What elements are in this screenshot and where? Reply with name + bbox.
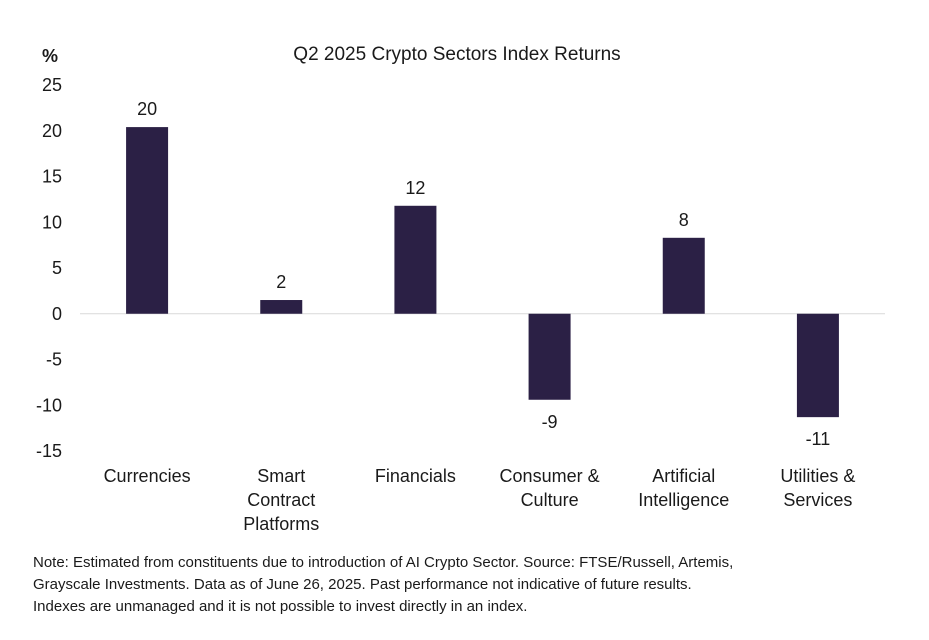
x-tick-label: Contract xyxy=(247,490,315,510)
y-tick-label: -10 xyxy=(36,395,62,415)
bar xyxy=(394,205,437,314)
data-label: 12 xyxy=(405,178,425,198)
y-tick-label: 0 xyxy=(52,304,62,324)
data-label: 2 xyxy=(276,272,286,292)
bar xyxy=(260,300,303,314)
bar xyxy=(662,237,705,314)
y-tick-label: -15 xyxy=(36,441,62,461)
data-label: -11 xyxy=(806,429,831,449)
y-tick-label: -5 xyxy=(46,350,62,370)
y-tick-label: 20 xyxy=(42,121,62,141)
x-tick-label: Smart xyxy=(257,466,305,486)
y-tick-label: 25 xyxy=(42,75,62,95)
x-tick-label: Utilities & xyxy=(780,466,855,486)
note-line-3: Indexes are unmanaged and it is not poss… xyxy=(33,598,528,615)
x-tick-label: Consumer & xyxy=(500,466,600,486)
bar xyxy=(528,313,571,400)
x-tick-label: Artificial xyxy=(652,466,715,486)
source-note: Note: Estimated from constituents due to… xyxy=(33,552,913,618)
x-tick-label: Currencies xyxy=(104,466,191,486)
bar xyxy=(126,127,169,314)
note-line-1: Note: Estimated from constituents due to… xyxy=(33,554,734,571)
data-labels: 20 2 12 -9 8 -11 xyxy=(137,99,830,449)
x-tick-label: Intelligence xyxy=(638,490,729,510)
chart-title: Q2 2025 Crypto Sectors Index Returns xyxy=(293,44,620,65)
note-line-2: Grayscale Investments. Data as of June 2… xyxy=(33,576,692,593)
y-tick-label: 15 xyxy=(42,167,62,187)
bar xyxy=(796,313,839,418)
x-tick-label: Services xyxy=(783,490,852,510)
x-axis-labels: Currencies Smart Contract Platforms Financia… xyxy=(104,466,856,534)
y-tick-label: 5 xyxy=(52,258,62,278)
data-label: -9 xyxy=(542,412,558,432)
y-tick-label: 10 xyxy=(42,212,62,232)
x-tick-label: Financials xyxy=(375,466,456,486)
data-label: 20 xyxy=(137,99,157,119)
bar-chart: Q2 2025 Crypto Sectors Index Returns % 2… xyxy=(36,44,885,534)
y-axis-label: % xyxy=(42,46,58,66)
data-label: 8 xyxy=(679,210,689,230)
x-tick-label: Platforms xyxy=(243,514,319,534)
bars xyxy=(126,127,839,418)
x-tick-label: Culture xyxy=(521,490,579,510)
y-axis-ticks: 25 20 15 10 5 0 -5 -10 -15 xyxy=(36,75,62,461)
